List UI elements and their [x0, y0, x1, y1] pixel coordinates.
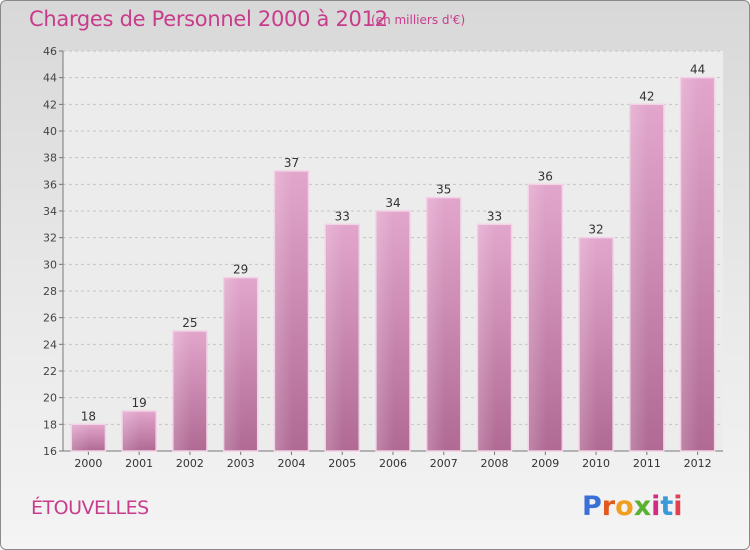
y-tick-label: 26 — [43, 312, 57, 325]
data-label: 34 — [385, 196, 400, 210]
bar-highlight — [377, 212, 394, 450]
bar-chart: 16 18 20 22 24 26 28 30 32 34 36 38 40 42 44 46 2000 2001… — [43, 45, 723, 470]
y-tick-label: 38 — [43, 152, 57, 165]
data-label: 18 — [81, 409, 96, 423]
bar-highlight — [123, 412, 141, 450]
bar-highlight — [72, 425, 90, 450]
y-tick-label: 20 — [43, 392, 57, 405]
y-tick-label: 22 — [43, 365, 57, 378]
x-tick-label: 2011 — [633, 457, 661, 470]
x-tick-label: 2001 — [125, 457, 153, 470]
data-label: 33 — [335, 209, 350, 223]
x-tick-label: 2004 — [277, 457, 305, 470]
x-tick-label: 2006 — [379, 457, 407, 470]
logo-letter: r — [601, 491, 616, 522]
y-tick-label: 24 — [43, 338, 57, 351]
data-label: 25 — [182, 316, 197, 330]
bar-highlight — [275, 172, 293, 450]
y-tick-label: 28 — [43, 285, 57, 298]
x-tick-label: 2000 — [74, 457, 102, 470]
logo-letter: t — [660, 491, 674, 522]
bar-highlight — [427, 198, 445, 450]
bar-highlight — [224, 278, 242, 450]
y-tick-label: 42 — [43, 98, 57, 111]
y-tick-label: 40 — [43, 125, 57, 138]
data-label: 33 — [487, 209, 502, 223]
y-tick-label: 16 — [43, 445, 57, 458]
place-name: ÉTOUVELLES — [31, 497, 149, 519]
logo-letter: i — [651, 491, 661, 522]
data-label: 37 — [284, 156, 299, 170]
data-label: 32 — [588, 223, 603, 237]
y-tick-label: 44 — [43, 72, 57, 85]
bar-highlight — [580, 238, 598, 450]
logo-letter: x — [633, 491, 652, 522]
x-tick-label: 2009 — [531, 457, 559, 470]
data-label: 36 — [538, 169, 553, 183]
logo-letter: o — [615, 491, 634, 522]
data-label: 29 — [233, 263, 248, 277]
x-tick-label: 2003 — [227, 457, 255, 470]
chart-title: Charges de Personnel 2000 à 2012 — [29, 7, 388, 31]
data-label: 35 — [436, 183, 451, 197]
x-tick-label: 2008 — [481, 457, 509, 470]
chart-subtitle: (en milliers d'€) — [371, 13, 466, 27]
bar-highlight — [173, 332, 191, 450]
logo-letter: i — [673, 491, 683, 522]
data-label: 19 — [132, 396, 147, 410]
bar-highlight — [529, 185, 547, 451]
y-tick-label: 46 — [43, 45, 57, 58]
bar-highlight — [681, 78, 699, 451]
y-tick-label: 36 — [43, 178, 57, 191]
x-tick-label: 2005 — [328, 457, 356, 470]
y-tick-label: 34 — [43, 205, 57, 218]
proxiti-logo: Proxiti — [582, 491, 683, 522]
bar-highlight — [478, 225, 496, 450]
logo-letter: P — [582, 491, 602, 522]
bar-highlight — [326, 225, 344, 450]
x-tick-label: 2002 — [176, 457, 204, 470]
y-tick-label: 32 — [43, 232, 57, 245]
x-tick-label: 2010 — [582, 457, 610, 470]
bar-highlight — [630, 105, 648, 450]
y-tick-label: 30 — [43, 258, 57, 271]
data-label: 44 — [690, 63, 705, 77]
x-tick-label: 2007 — [430, 457, 458, 470]
data-label: 42 — [639, 89, 654, 103]
x-tick-label: 2012 — [684, 457, 712, 470]
y-tick-label: 18 — [43, 418, 57, 431]
